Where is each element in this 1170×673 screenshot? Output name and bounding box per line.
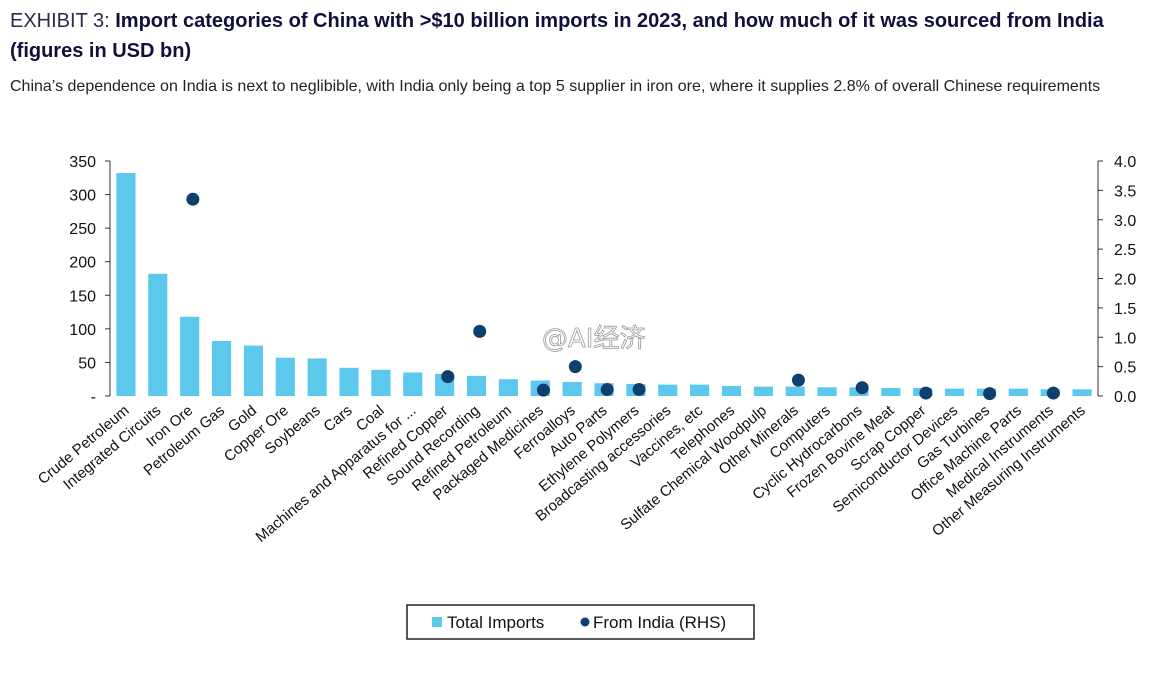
- left-axis-tick-label: -: [91, 389, 96, 406]
- right-axis-tick-label: 1.5: [1114, 301, 1136, 318]
- bar-series-total-imports: [116, 173, 1092, 396]
- left-y-axis: - 50 100 150 200 250 300 350: [69, 154, 111, 406]
- chart-title: Import categories of China with >$10 bil…: [10, 10, 1104, 62]
- bar: [307, 358, 327, 396]
- bar: [753, 386, 773, 396]
- bar: [275, 357, 295, 396]
- right-axis-tick-label: 0.5: [1114, 360, 1136, 377]
- bar: [371, 369, 391, 396]
- left-axis-tick-label: 200: [69, 255, 96, 272]
- right-axis-tick-label: 3.0: [1114, 213, 1136, 230]
- india-dot: [441, 370, 455, 384]
- india-dot: [632, 383, 646, 397]
- left-axis-tick-label: 250: [69, 221, 96, 238]
- india-dot: [536, 383, 550, 397]
- left-axis-tick-label: 350: [69, 154, 96, 171]
- bar: [817, 387, 837, 396]
- bar: [243, 345, 263, 396]
- right-axis-tick-label: 1.0: [1114, 330, 1136, 347]
- india-dot: [1046, 386, 1060, 400]
- bar: [881, 387, 901, 396]
- india-dot: [983, 387, 997, 401]
- india-dot: [919, 386, 933, 400]
- india-dot: [791, 373, 805, 387]
- watermark-text: @AI经济: [542, 324, 645, 354]
- chart-legend: Total Imports From India (RHS): [406, 604, 755, 640]
- bar: [785, 386, 805, 396]
- bar: [403, 372, 423, 396]
- india-dot: [855, 381, 869, 395]
- left-axis-tick-label: 50: [78, 355, 96, 372]
- left-axis-tick-label: 100: [69, 322, 96, 339]
- bar: [180, 316, 200, 396]
- legend-swatch-bar: [432, 617, 442, 627]
- india-dot: [473, 324, 487, 338]
- exhibit-title: EXHIBIT 3: Import categories of China wi…: [10, 6, 1160, 66]
- bar: [339, 367, 359, 396]
- legend-label-total-imports: Total Imports: [447, 613, 544, 632]
- bar: [148, 273, 168, 396]
- bar: [658, 384, 678, 396]
- right-axis-tick-label: 0.0: [1114, 389, 1136, 406]
- bar: [1008, 388, 1028, 396]
- right-y-axis: 0.0 0.5 1.0 1.5 2.0 2.5 3.0 3.5 4.0: [1097, 154, 1136, 406]
- right-axis-tick-label: 4.0: [1114, 154, 1136, 171]
- india-dot: [186, 192, 200, 206]
- bar: [945, 388, 965, 396]
- bar: [1072, 389, 1092, 396]
- bar: [466, 375, 487, 396]
- exhibit-label: EXHIBIT 3:: [10, 10, 110, 32]
- bar: [498, 379, 518, 396]
- category-label: Cars: [320, 402, 355, 435]
- dot-series-from-india: [186, 192, 1060, 401]
- left-axis-tick-label: 300: [69, 188, 96, 205]
- legend-swatch-dot: [580, 617, 590, 627]
- legend-label-from-india: From India (RHS): [593, 613, 726, 632]
- bar: [211, 340, 232, 396]
- left-axis-tick-label: 150: [69, 288, 96, 305]
- bar: [116, 173, 136, 396]
- bar: [721, 385, 742, 396]
- bar: [690, 384, 710, 396]
- india-dot: [568, 360, 582, 374]
- india-dot: [600, 383, 614, 397]
- bar: [562, 381, 582, 396]
- right-axis-tick-label: 3.5: [1114, 183, 1136, 200]
- right-axis-tick-label: 2.5: [1114, 242, 1136, 259]
- chart-subtitle: China’s dependence on India is next to n…: [10, 78, 1101, 95]
- right-axis-tick-label: 2.0: [1114, 272, 1136, 289]
